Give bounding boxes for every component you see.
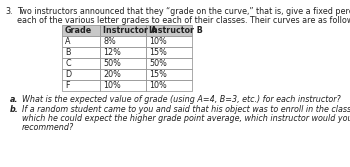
Bar bbox=[100, 80, 146, 91]
Text: 15%: 15% bbox=[149, 48, 167, 57]
Bar bbox=[62, 25, 100, 36]
Text: Grade: Grade bbox=[65, 26, 92, 35]
Text: 10%: 10% bbox=[149, 81, 167, 90]
Bar bbox=[100, 58, 146, 69]
Text: b.: b. bbox=[10, 105, 19, 114]
Text: C: C bbox=[65, 59, 71, 68]
Bar bbox=[100, 25, 146, 36]
Text: 12%: 12% bbox=[103, 48, 121, 57]
Bar bbox=[100, 47, 146, 58]
Bar bbox=[146, 58, 192, 69]
Text: A: A bbox=[65, 37, 70, 46]
Text: 8%: 8% bbox=[103, 37, 116, 46]
Bar bbox=[100, 69, 146, 80]
Bar bbox=[100, 36, 146, 47]
Text: Instructor B: Instructor B bbox=[149, 26, 203, 35]
Text: What is the expected value of grade (using A=4, B=3, etc.) for each instructor?: What is the expected value of grade (usi… bbox=[22, 95, 341, 104]
Text: a.: a. bbox=[10, 95, 18, 104]
Text: 10%: 10% bbox=[149, 37, 167, 46]
Bar bbox=[146, 36, 192, 47]
Bar bbox=[62, 80, 100, 91]
Text: 15%: 15% bbox=[149, 70, 167, 79]
Text: If a random student came to you and said that his object was to enroll in the cl: If a random student came to you and said… bbox=[22, 105, 350, 114]
Text: D: D bbox=[65, 70, 71, 79]
Text: 3.: 3. bbox=[5, 7, 13, 16]
Bar bbox=[62, 47, 100, 58]
Bar bbox=[146, 47, 192, 58]
Text: recommend?: recommend? bbox=[22, 123, 74, 132]
Text: B: B bbox=[65, 48, 70, 57]
Bar bbox=[62, 58, 100, 69]
Text: 50%: 50% bbox=[103, 59, 121, 68]
Text: 20%: 20% bbox=[103, 70, 121, 79]
Text: each of the various letter grades to each of their classes. Their curves are as : each of the various letter grades to eac… bbox=[17, 16, 350, 25]
Text: F: F bbox=[65, 81, 70, 90]
Text: 50%: 50% bbox=[149, 59, 167, 68]
Bar bbox=[62, 69, 100, 80]
Bar bbox=[146, 25, 192, 36]
Bar bbox=[146, 80, 192, 91]
Bar bbox=[62, 36, 100, 47]
Text: Instructor A: Instructor A bbox=[103, 26, 157, 35]
Text: 10%: 10% bbox=[103, 81, 121, 90]
Bar bbox=[146, 69, 192, 80]
Text: which he could expect the higher grade point average, which instructor would you: which he could expect the higher grade p… bbox=[22, 114, 350, 123]
Text: Two instructors announced that they “grade on the curve,” that is, give a fixed : Two instructors announced that they “gra… bbox=[17, 7, 350, 16]
